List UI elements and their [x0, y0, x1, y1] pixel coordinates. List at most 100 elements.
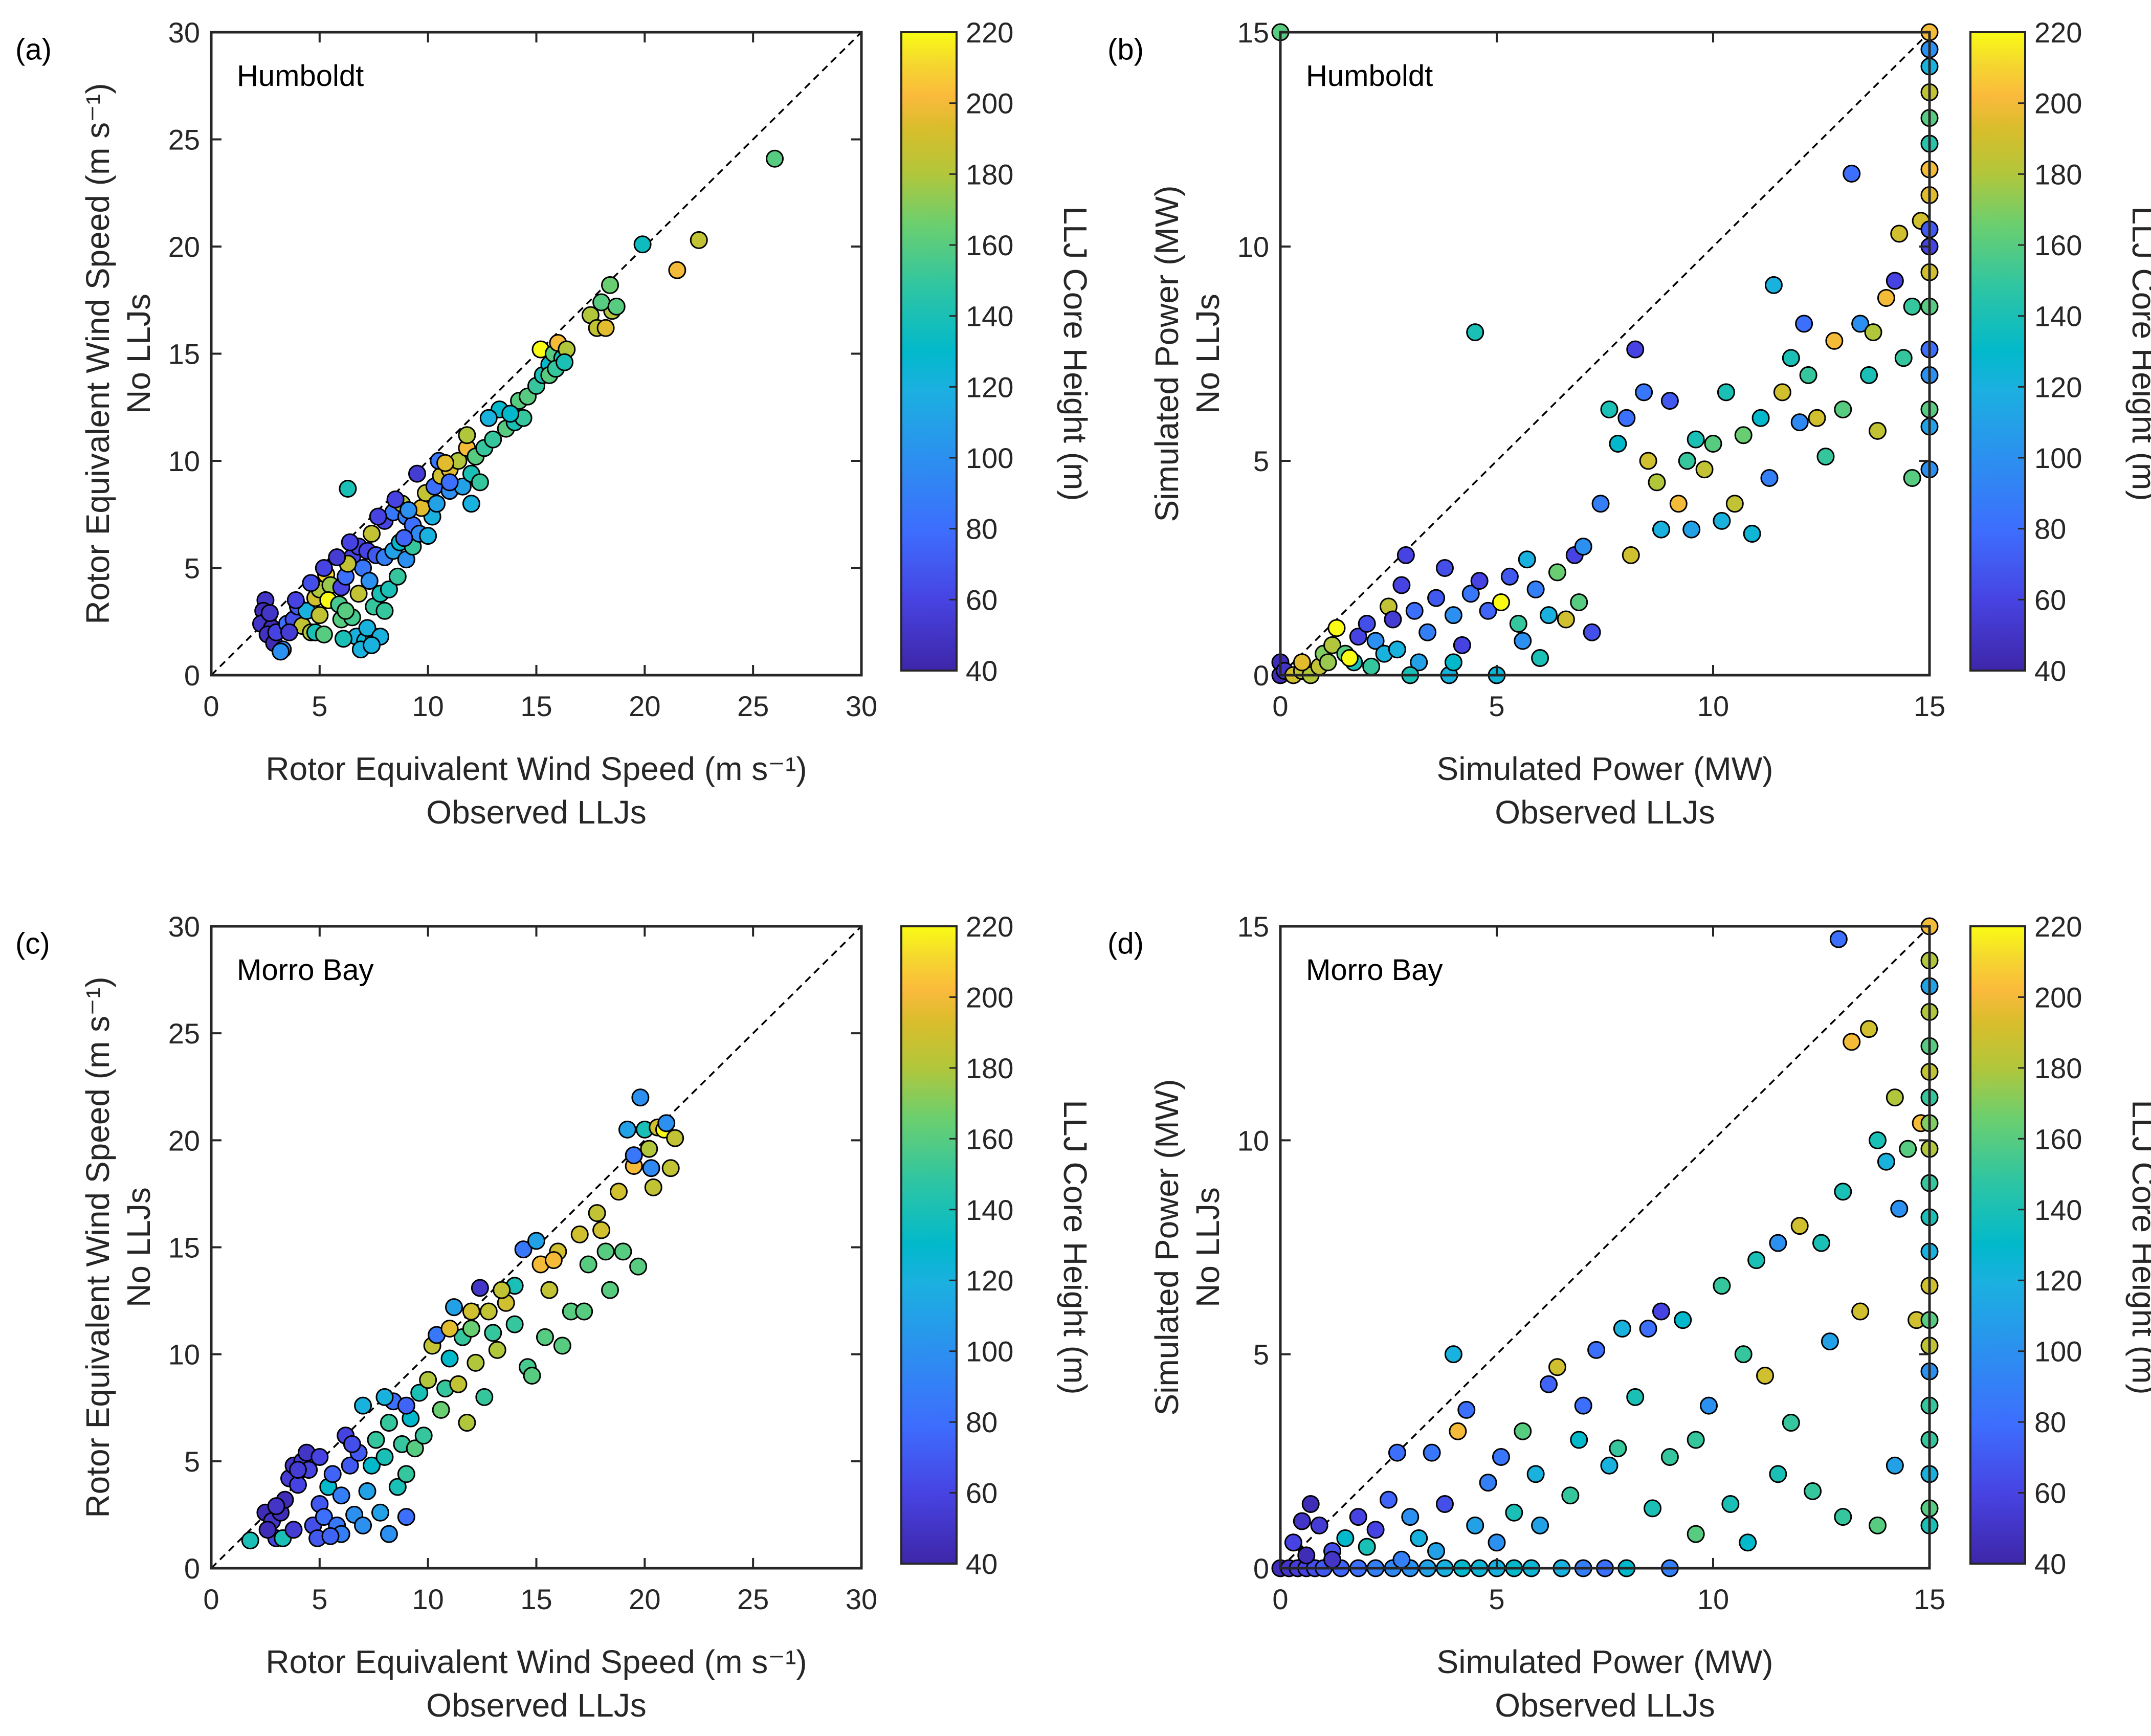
x-tick-label: 15	[520, 1583, 552, 1615]
colorbar-label: LLJ Core Height (m)	[2125, 1100, 2151, 1394]
data-point	[1769, 1234, 1787, 1252]
colorbar-label: LLJ Core Height (m)	[1057, 1100, 1094, 1394]
data-point	[315, 625, 333, 643]
data-point	[666, 1129, 684, 1147]
colorbar-tick-label: 200	[2034, 981, 2082, 1013]
data-point	[1704, 434, 1722, 453]
data-point	[1449, 1422, 1467, 1440]
data-point	[328, 548, 346, 567]
data-point	[458, 426, 476, 444]
data-point	[1366, 632, 1385, 650]
data-point	[1587, 1341, 1606, 1359]
data-point	[380, 580, 398, 598]
data-point	[440, 473, 459, 492]
data-point	[1764, 276, 1783, 294]
data-point	[1600, 1456, 1618, 1475]
data-point	[289, 1461, 307, 1479]
y-axis-sublabel: No LLJs	[1189, 1187, 1226, 1307]
data-point	[1695, 460, 1714, 479]
data-point	[1713, 1277, 1731, 1295]
colorbar-tick-label: 220	[2034, 16, 2082, 49]
x-tick-label: 0	[1272, 690, 1288, 722]
data-point	[1349, 628, 1367, 646]
data-point	[1747, 1251, 1766, 1270]
x-tick-label: 5	[1489, 1583, 1504, 1615]
y-axis-label: Rotor Equivalent Wind Speed (m s⁻¹)	[79, 83, 116, 624]
data-point	[462, 1319, 480, 1338]
data-point	[618, 1120, 636, 1139]
y-tick-label: 30	[168, 910, 200, 943]
y-tick-label: 0	[1253, 659, 1269, 692]
data-point	[406, 1439, 424, 1458]
site-label: Humboldt	[237, 59, 364, 93]
x-tick-label: 5	[1489, 690, 1504, 722]
data-point	[272, 642, 290, 661]
data-point	[1713, 511, 1731, 530]
data-point	[1751, 409, 1770, 427]
data-point	[1600, 400, 1618, 418]
data-point	[1574, 538, 1592, 556]
data-point	[1903, 297, 1921, 316]
data-point	[410, 1384, 429, 1402]
colorbar-tick-label: 180	[966, 158, 1013, 190]
data-point	[1310, 1516, 1328, 1534]
data-point	[1743, 524, 1761, 543]
y-tick-label: 5	[184, 552, 200, 585]
data-point	[1756, 1367, 1775, 1385]
data-point	[1518, 550, 1536, 569]
data-point	[601, 276, 619, 294]
panel-label: (d)	[1107, 927, 1144, 961]
data-point	[354, 1396, 372, 1415]
x-axis-sublabel: Observed LLJs	[1495, 1687, 1715, 1724]
data-point	[1526, 1465, 1545, 1483]
data-point	[1531, 1516, 1549, 1534]
data-point	[1540, 606, 1558, 625]
data-point	[284, 1521, 303, 1539]
data-point	[1721, 1495, 1740, 1513]
data-point	[462, 1302, 480, 1321]
data-point	[337, 602, 355, 620]
colorbar	[900, 925, 958, 1565]
data-point	[375, 1448, 394, 1466]
colorbar-tick-label: 160	[966, 229, 1013, 261]
data-point	[1470, 572, 1489, 590]
data-point	[1358, 614, 1376, 633]
data-point	[1392, 1550, 1411, 1569]
data-point	[579, 1255, 597, 1274]
data-point	[1457, 1400, 1476, 1419]
data-point	[1396, 546, 1415, 564]
data-point	[1682, 520, 1701, 539]
data-point	[1570, 593, 1588, 612]
x-tick-label: 15	[520, 690, 552, 722]
colorbar-tick-label: 40	[966, 1548, 997, 1580]
data-point	[334, 630, 352, 648]
data-point	[1760, 469, 1779, 487]
panel-label: (c)	[15, 927, 50, 961]
data-point	[475, 1388, 494, 1406]
panel-b: (b) 0 5 10 15 0 5 10 15 Humboldt Simulated Power (…	[1107, 16, 2151, 831]
data-point	[388, 567, 407, 586]
x-tick-label: 25	[737, 1583, 769, 1615]
data-point	[1514, 1422, 1532, 1440]
data-point	[1570, 1431, 1588, 1449]
data-point	[414, 1427, 433, 1445]
data-point	[592, 1221, 611, 1239]
colorbar-tick-label: 180	[2034, 1052, 2082, 1084]
data-point	[1297, 1546, 1316, 1565]
x-tick-label: 10	[1697, 1583, 1729, 1615]
data-point	[527, 1232, 545, 1250]
data-point	[1825, 331, 1844, 350]
x-tick-label: 5	[312, 690, 327, 722]
data-point	[1591, 495, 1610, 513]
colorbar-tick-label: 40	[2034, 655, 2066, 687]
data-point	[1864, 323, 1882, 342]
y-axis-sublabel: No LLJs	[120, 294, 157, 414]
data-point	[395, 529, 413, 547]
data-point	[380, 1414, 398, 1432]
data-point	[1500, 567, 1519, 586]
colorbar-tick-label: 180	[966, 1052, 1013, 1084]
data-point	[1410, 653, 1428, 672]
data-point	[1444, 606, 1462, 625]
colorbar-tick-label: 160	[2034, 229, 2082, 261]
data-point	[462, 495, 480, 513]
